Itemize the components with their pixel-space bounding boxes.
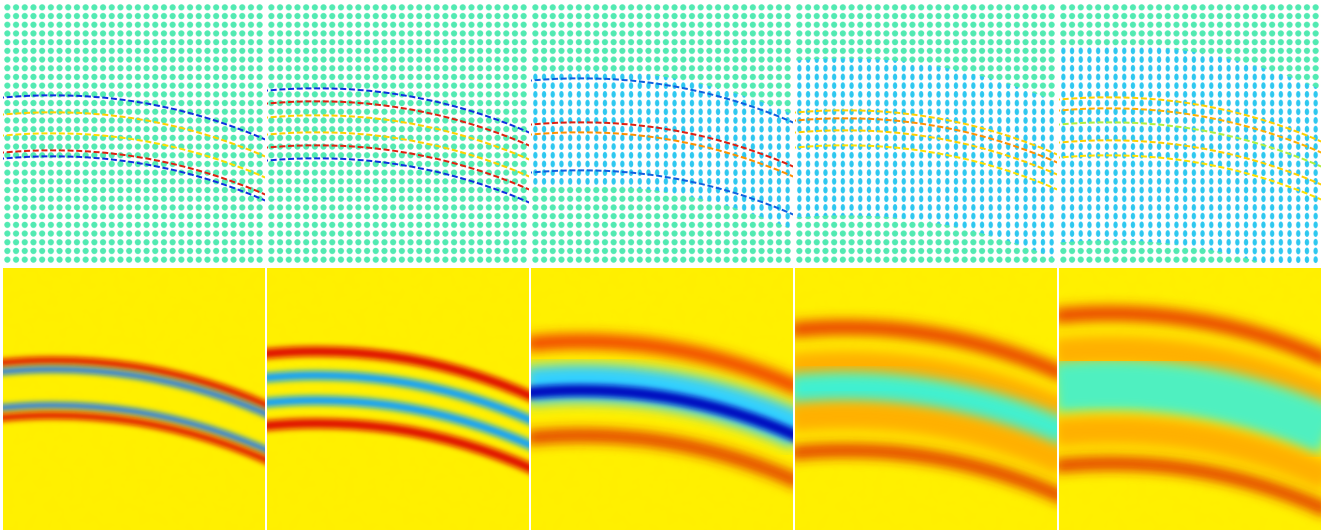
glyph-field xyxy=(267,3,529,265)
heatmap-panel xyxy=(0,268,273,530)
glyph-panel xyxy=(0,3,273,265)
heatmap-panel xyxy=(526,268,801,530)
heatmap-panel xyxy=(262,268,537,530)
glyph-panel xyxy=(1054,3,1329,288)
glyph-panel xyxy=(526,3,801,265)
glyph-panel xyxy=(790,3,1065,265)
glyph-panel xyxy=(262,3,537,265)
heatmap-panel xyxy=(1054,268,1329,530)
heatmap-panel xyxy=(790,268,1065,530)
figure xyxy=(0,0,1330,530)
